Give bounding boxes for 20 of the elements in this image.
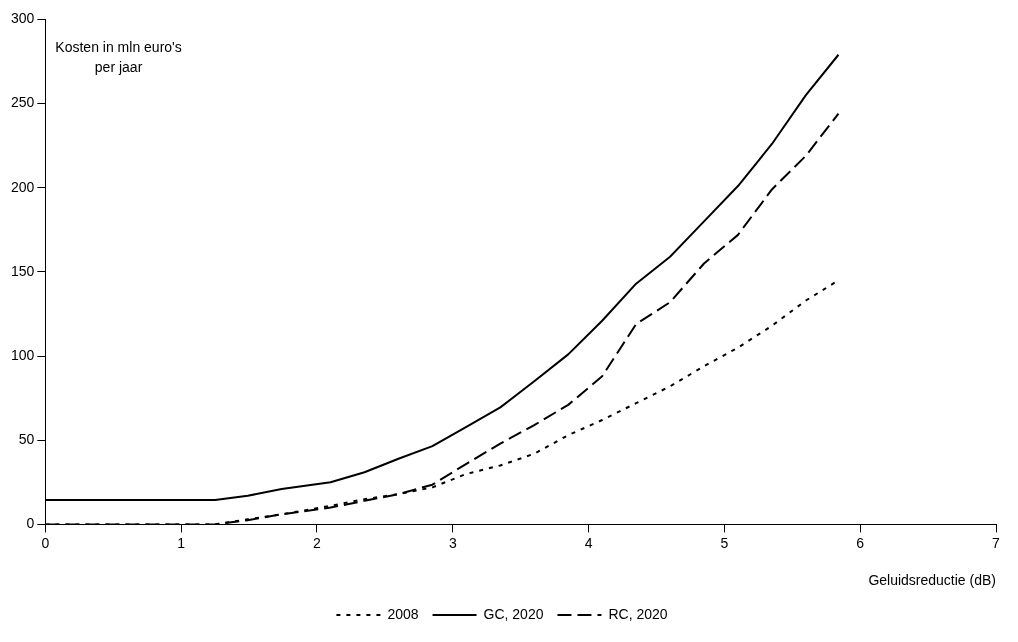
y-axis-title: Kosten in mln euro's per jaar	[55, 39, 182, 76]
x-tick-label: 3	[448, 534, 457, 551]
y-tick-label: 300	[11, 10, 35, 27]
x-axis-title: Geluidsreductie (dB)	[868, 572, 996, 589]
legend-label: 2008	[387, 605, 419, 622]
x-tick-label: 4	[584, 534, 593, 551]
x-tick-label: 7	[992, 534, 1001, 551]
x-tick-label: 2	[313, 534, 322, 551]
x-tick-label: 6	[856, 534, 865, 551]
y-tick-label: 200	[11, 178, 35, 195]
y-tick-label: 100	[11, 346, 35, 363]
y-tick-label: 250	[11, 94, 35, 111]
legend-label: RC, 2020	[608, 605, 668, 622]
y-tick-label: 150	[11, 262, 35, 279]
legend-label: GC, 2020	[483, 605, 544, 622]
y-tick-label: 0	[26, 515, 35, 532]
y-tick-label: 50	[18, 431, 35, 448]
x-tick-label: 0	[41, 534, 50, 551]
x-tick-label: 1	[177, 534, 186, 551]
x-tick-label: 5	[720, 534, 729, 551]
